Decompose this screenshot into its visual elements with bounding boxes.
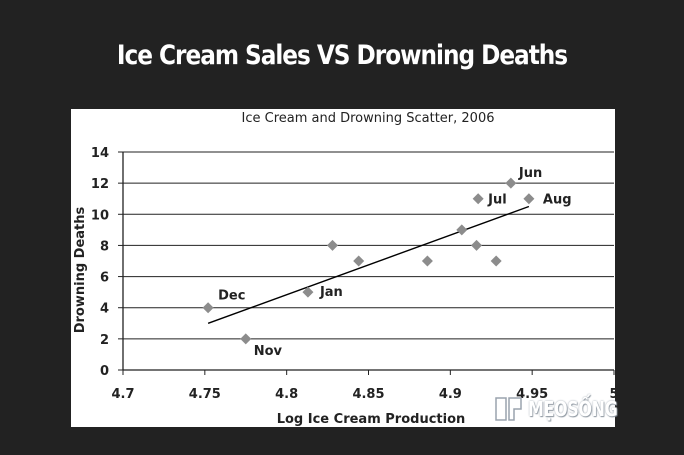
y-tick-label: 0 [100,364,109,379]
watermark-logo-icon [495,397,522,421]
data-point-label: Jul [487,193,507,208]
watermark: MẸOSỐNG [492,392,632,426]
y-tick-label: 2 [100,333,109,348]
trendline [207,205,530,324]
x-tick-label: 4.9 [439,387,462,402]
x-tick-label: 4.95 [516,387,548,402]
data-point-label: Jan [319,285,343,300]
chart-title: Ice Cream and Drowning Scatter, 2006 [242,111,495,126]
y-tick-label: 6 [100,271,109,286]
data-point-diamond [472,193,484,205]
x-tick-label: 4.75 [189,387,221,402]
data-point-diamond [326,239,338,251]
slide-title: Ice Cream Sales VS Drowning Deaths [116,40,568,71]
y-tick-label: 8 [100,239,109,254]
data-point-diamond [353,255,365,267]
scatter-chart: Ice Cream and Drowning Scatter, 2006 Dro… [73,111,615,427]
x-tick-label: 4.7 [111,387,134,402]
data-point-diamond [490,255,502,267]
data-point-diamond [240,333,252,345]
data-point-label: Dec [218,289,245,304]
data-point-diamond [471,239,483,251]
x-tick-label: 4.85 [352,387,384,402]
y-tick-label: 14 [91,146,109,161]
data-point-diamond [456,224,468,236]
data-point-label: Aug [543,193,572,208]
x-tick-label: 4.8 [275,387,298,402]
data-point-diamond [523,193,535,205]
data-point-diamond [421,255,433,267]
watermark-text: MẸOSỐNG [528,397,618,421]
y-tick-label: 10 [91,208,109,223]
data-point-diamond [302,286,314,298]
x-tick-label: 5 [609,387,615,402]
x-axis-label: Log Ice Cream Production [277,412,466,427]
trendline-group [207,205,530,324]
axes: 0 2 4 6 8 10 12 14 4.7 4.75 4.8 4.85 4.9 4.95 5 [91,146,615,402]
data-point-diamond [505,177,517,189]
data-point-label: Nov [254,344,283,359]
data-point-diamond [202,302,214,314]
y-tick-label: 12 [91,177,109,192]
y-axis-label: Drowning Deaths [73,206,88,333]
data-point-label: Jun [518,166,542,181]
scatter-chart-card: Ice Cream and Drowning Scatter, 2006 Dro… [71,109,615,427]
y-tick-label: 4 [100,302,109,317]
